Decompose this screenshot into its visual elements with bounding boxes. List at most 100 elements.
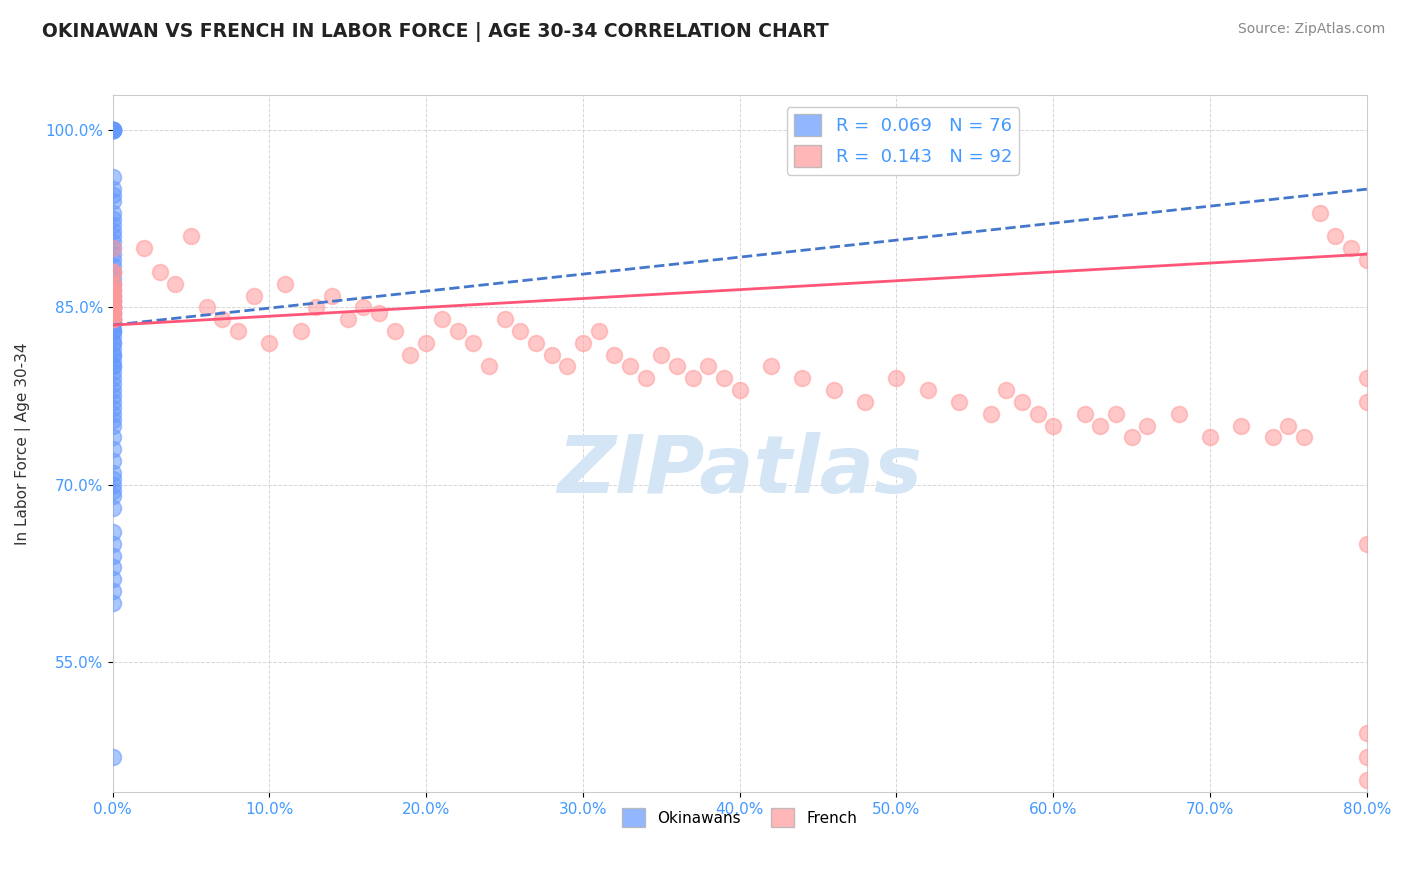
Point bbox=[101, 194, 124, 208]
Point bbox=[101, 312, 124, 326]
Point bbox=[101, 247, 124, 261]
Point bbox=[101, 265, 124, 279]
Point bbox=[101, 170, 124, 185]
Point bbox=[101, 342, 124, 356]
Point bbox=[101, 123, 124, 137]
Point bbox=[463, 335, 485, 350]
Point bbox=[823, 383, 845, 397]
Point bbox=[101, 389, 124, 403]
Point bbox=[101, 324, 124, 338]
Point bbox=[1199, 430, 1222, 444]
Point bbox=[101, 283, 124, 297]
Point bbox=[101, 253, 124, 268]
Point bbox=[101, 442, 124, 457]
Point bbox=[180, 229, 202, 244]
Text: OKINAWAN VS FRENCH IN LABOR FORCE | AGE 30-34 CORRELATION CHART: OKINAWAN VS FRENCH IN LABOR FORCE | AGE … bbox=[42, 22, 830, 42]
Point bbox=[101, 312, 124, 326]
Point bbox=[101, 301, 124, 315]
Point bbox=[430, 312, 453, 326]
Point bbox=[101, 306, 124, 320]
Point bbox=[101, 301, 124, 315]
Point bbox=[1324, 229, 1347, 244]
Point bbox=[101, 483, 124, 498]
Point bbox=[101, 288, 124, 302]
Point bbox=[101, 359, 124, 374]
Point bbox=[101, 306, 124, 320]
Point bbox=[101, 359, 124, 374]
Point bbox=[101, 466, 124, 480]
Point bbox=[226, 324, 249, 338]
Point bbox=[1011, 395, 1033, 409]
Point bbox=[101, 277, 124, 291]
Point bbox=[101, 265, 124, 279]
Point bbox=[1355, 749, 1378, 764]
Point bbox=[101, 348, 124, 362]
Point bbox=[101, 270, 124, 285]
Point bbox=[101, 301, 124, 315]
Point bbox=[101, 241, 124, 255]
Point bbox=[478, 359, 501, 374]
Point bbox=[1230, 418, 1253, 433]
Point bbox=[101, 294, 124, 309]
Point bbox=[101, 277, 124, 291]
Point bbox=[101, 301, 124, 315]
Point bbox=[101, 477, 124, 491]
Point bbox=[886, 371, 908, 385]
Point bbox=[101, 324, 124, 338]
Point bbox=[101, 401, 124, 415]
Point bbox=[101, 123, 124, 137]
Point bbox=[759, 359, 782, 374]
Point bbox=[101, 283, 124, 297]
Point bbox=[1355, 395, 1378, 409]
Point bbox=[101, 312, 124, 326]
Point bbox=[101, 584, 124, 599]
Text: Source: ZipAtlas.com: Source: ZipAtlas.com bbox=[1237, 22, 1385, 37]
Point bbox=[274, 277, 297, 291]
Point bbox=[948, 395, 970, 409]
Point bbox=[1355, 371, 1378, 385]
Point bbox=[666, 359, 689, 374]
Point bbox=[101, 259, 124, 273]
Point bbox=[1090, 418, 1112, 433]
Point bbox=[101, 294, 124, 309]
Point bbox=[101, 288, 124, 302]
Point bbox=[101, 353, 124, 368]
Point bbox=[1309, 206, 1331, 220]
Point bbox=[1261, 430, 1284, 444]
Point bbox=[399, 348, 422, 362]
Point bbox=[101, 123, 124, 137]
Point bbox=[101, 182, 124, 196]
Point bbox=[101, 371, 124, 385]
Point bbox=[1277, 418, 1299, 433]
Point bbox=[101, 301, 124, 315]
Point bbox=[1073, 407, 1095, 421]
Point bbox=[101, 412, 124, 426]
Point bbox=[101, 312, 124, 326]
Point bbox=[980, 407, 1002, 421]
Point bbox=[101, 123, 124, 137]
Point bbox=[101, 324, 124, 338]
Point bbox=[305, 301, 328, 315]
Point bbox=[1355, 726, 1378, 740]
Point bbox=[101, 472, 124, 486]
Point bbox=[101, 454, 124, 468]
Point bbox=[101, 288, 124, 302]
Point bbox=[995, 383, 1018, 397]
Point bbox=[101, 294, 124, 309]
Point bbox=[682, 371, 704, 385]
Point bbox=[101, 123, 124, 137]
Point bbox=[211, 312, 233, 326]
Point bbox=[509, 324, 531, 338]
Y-axis label: In Labor Force | Age 30-34: In Labor Force | Age 30-34 bbox=[15, 342, 31, 544]
Point bbox=[101, 218, 124, 232]
Point bbox=[101, 283, 124, 297]
Point bbox=[588, 324, 610, 338]
Point bbox=[1042, 418, 1064, 433]
Point bbox=[101, 430, 124, 444]
Point bbox=[1105, 407, 1128, 421]
Point bbox=[853, 395, 876, 409]
Legend: Okinawans, French: Okinawans, French bbox=[616, 802, 863, 833]
Point bbox=[101, 330, 124, 344]
Point bbox=[101, 306, 124, 320]
Point bbox=[415, 335, 437, 350]
